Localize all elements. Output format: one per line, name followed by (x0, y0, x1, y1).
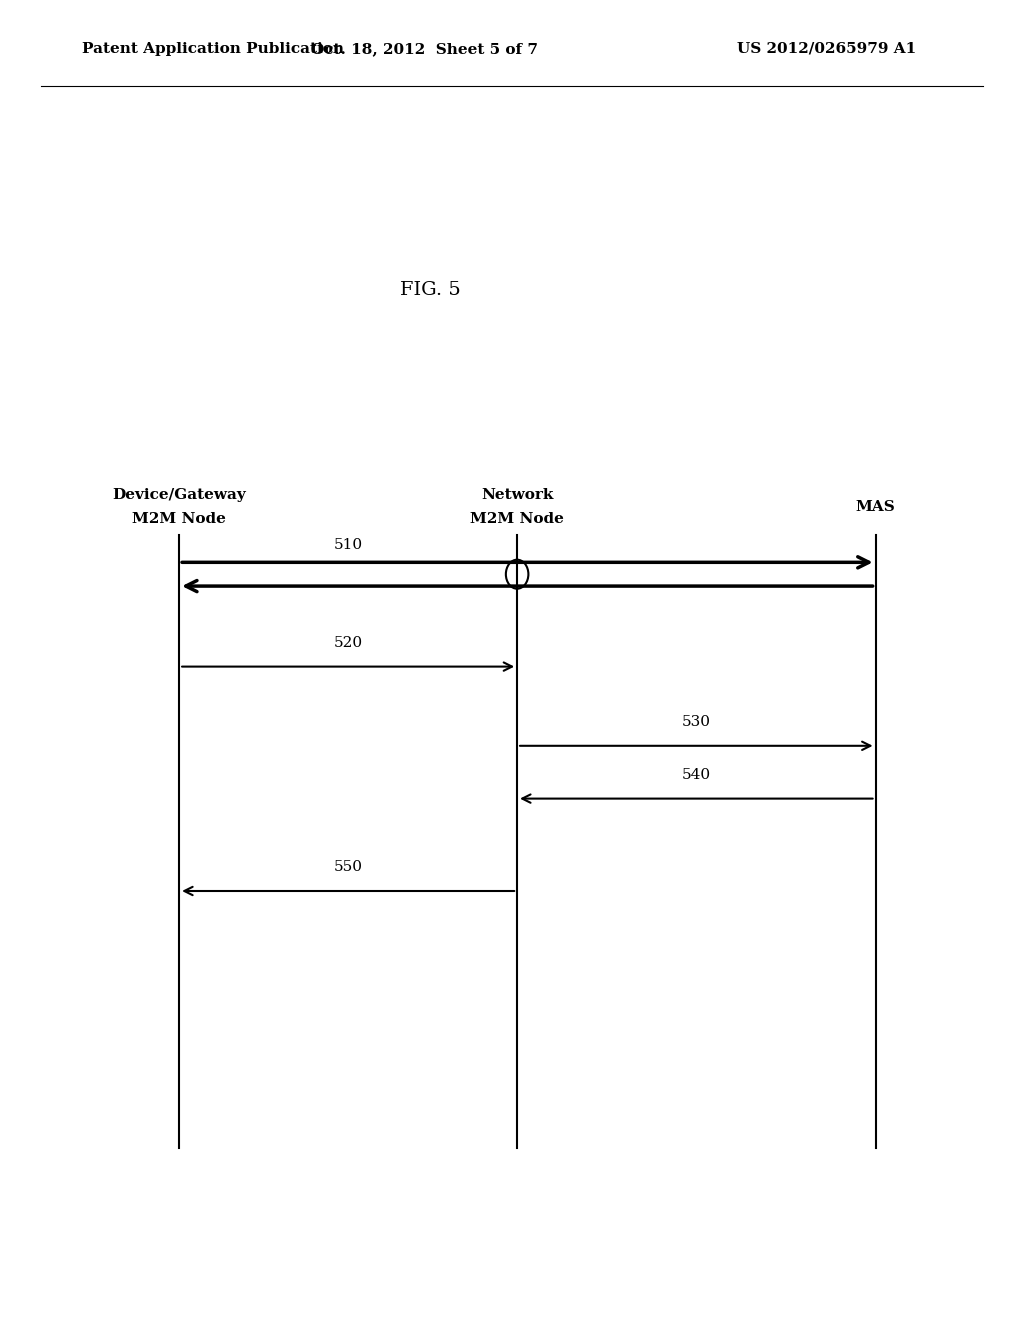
Text: Oct. 18, 2012  Sheet 5 of 7: Oct. 18, 2012 Sheet 5 of 7 (311, 42, 539, 55)
Text: M2M Node: M2M Node (132, 512, 226, 525)
Text: Network: Network (481, 488, 553, 502)
Text: M2M Node: M2M Node (470, 512, 564, 525)
Text: 550: 550 (334, 861, 362, 874)
Text: 510: 510 (334, 539, 362, 552)
Text: FIG. 5: FIG. 5 (399, 281, 461, 300)
Text: 540: 540 (682, 768, 711, 781)
Text: Patent Application Publication: Patent Application Publication (82, 42, 344, 55)
Text: 520: 520 (334, 636, 362, 649)
Text: MAS: MAS (856, 500, 895, 513)
Text: US 2012/0265979 A1: US 2012/0265979 A1 (737, 42, 916, 55)
Text: 530: 530 (682, 715, 711, 729)
Text: Device/Gateway: Device/Gateway (113, 488, 246, 502)
